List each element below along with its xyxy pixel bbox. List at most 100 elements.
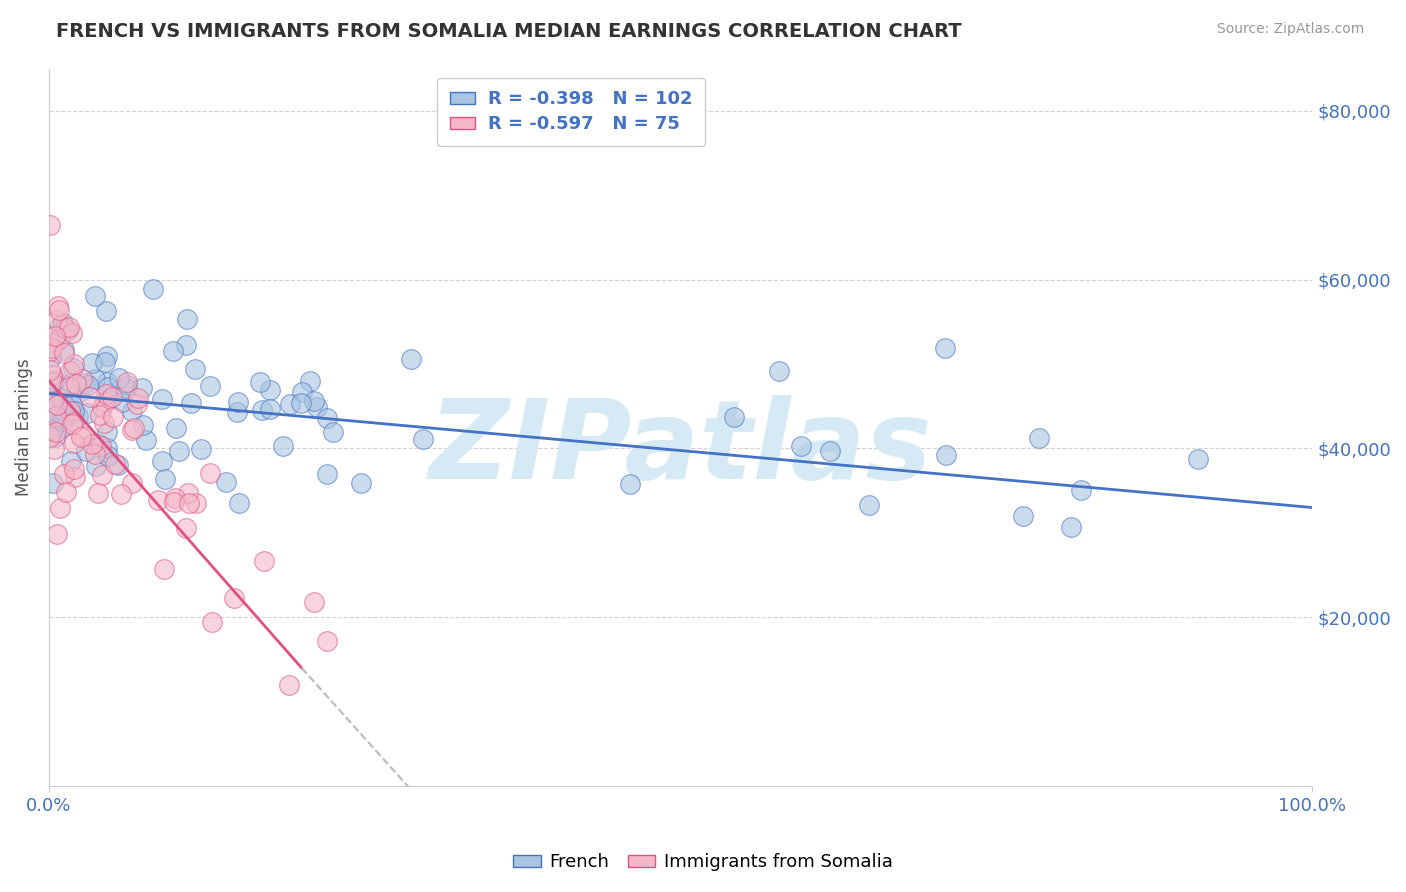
- Point: [96, 375, 118, 389]
- Point: [41, 394, 63, 409]
- Point: [790, 438, 813, 452]
- Point: [146, 492, 169, 507]
- Point: [48, 398, 70, 412]
- Point: [58, 380, 80, 394]
- Point: [48, 411, 70, 425]
- Point: [59, 404, 82, 418]
- Point: [1070, 483, 1092, 498]
- Point: [87, 437, 110, 451]
- Point: [63, 436, 86, 450]
- Point: [215, 475, 238, 489]
- Point: [163, 495, 186, 509]
- Point: [723, 409, 745, 424]
- Point: [82, 437, 104, 451]
- Point: [39, 218, 62, 232]
- Point: [41, 378, 63, 392]
- Point: [273, 439, 295, 453]
- Point: [935, 448, 957, 462]
- Point: [184, 362, 207, 376]
- Point: [75, 444, 97, 458]
- Point: [101, 391, 124, 405]
- Point: [46, 334, 69, 349]
- Point: [90, 439, 112, 453]
- Point: [84, 289, 107, 303]
- Point: [65, 376, 87, 391]
- Point: [53, 343, 76, 357]
- Point: [70, 372, 93, 386]
- Point: [91, 400, 114, 414]
- Point: [316, 411, 339, 425]
- Point: [115, 381, 138, 395]
- Point: [174, 338, 197, 352]
- Point: [65, 469, 87, 483]
- Point: [84, 447, 107, 461]
- Point: [177, 486, 200, 500]
- Point: [58, 320, 80, 334]
- Point: [93, 416, 115, 430]
- Point: [83, 372, 105, 386]
- Point: [70, 430, 93, 444]
- Legend: R = -0.398   N = 102, R = -0.597   N = 75: R = -0.398 N = 102, R = -0.597 N = 75: [437, 78, 704, 146]
- Point: [225, 405, 247, 419]
- Point: [62, 357, 84, 371]
- Point: [132, 418, 155, 433]
- Point: [42, 442, 65, 456]
- Point: [46, 527, 69, 541]
- Point: [1059, 520, 1081, 534]
- Point: [167, 443, 190, 458]
- Point: [59, 454, 82, 468]
- Point: [48, 303, 70, 318]
- Point: [46, 299, 69, 313]
- Point: [52, 395, 75, 409]
- Point: [51, 403, 73, 417]
- Point: [67, 384, 90, 399]
- Text: FRENCH VS IMMIGRANTS FROM SOMALIA MEDIAN EARNINGS CORRELATION CHART: FRENCH VS IMMIGRANTS FROM SOMALIA MEDIAN…: [56, 22, 962, 41]
- Point: [290, 385, 312, 400]
- Point: [228, 496, 250, 510]
- Point: [111, 394, 134, 409]
- Point: [53, 321, 76, 335]
- Point: [1187, 452, 1209, 467]
- Point: [186, 496, 208, 510]
- Point: [1011, 509, 1033, 524]
- Point: [201, 615, 224, 630]
- Point: [39, 350, 62, 364]
- Point: [62, 326, 84, 340]
- Point: [316, 633, 339, 648]
- Point: [259, 401, 281, 416]
- Point: [250, 403, 273, 417]
- Point: [153, 562, 176, 576]
- Point: [66, 409, 89, 423]
- Point: [127, 391, 149, 405]
- Point: [224, 591, 246, 605]
- Point: [41, 423, 63, 437]
- Point: [93, 394, 115, 409]
- Point: [41, 375, 63, 389]
- Point: [45, 425, 67, 440]
- Point: [934, 341, 956, 355]
- Point: [103, 409, 125, 424]
- Point: [94, 304, 117, 318]
- Point: [278, 678, 301, 692]
- Point: [304, 594, 326, 608]
- Point: [45, 409, 67, 423]
- Point: [41, 342, 63, 356]
- Point: [278, 397, 301, 411]
- Point: [350, 476, 373, 491]
- Point: [290, 395, 312, 409]
- Y-axis label: Median Earnings: Median Earnings: [15, 359, 32, 496]
- Point: [298, 374, 321, 388]
- Point: [76, 406, 98, 420]
- Point: [96, 441, 118, 455]
- Point: [39, 334, 62, 349]
- Point: [104, 457, 127, 471]
- Point: [94, 387, 117, 401]
- Point: [121, 423, 143, 437]
- Point: [77, 378, 100, 392]
- Legend: French, Immigrants from Somalia: French, Immigrants from Somalia: [506, 847, 900, 879]
- Text: ZIPatlas: ZIPatlas: [429, 395, 932, 502]
- Point: [38, 429, 60, 443]
- Text: Source: ZipAtlas.com: Source: ZipAtlas.com: [1216, 22, 1364, 37]
- Point: [190, 442, 212, 457]
- Point: [135, 433, 157, 447]
